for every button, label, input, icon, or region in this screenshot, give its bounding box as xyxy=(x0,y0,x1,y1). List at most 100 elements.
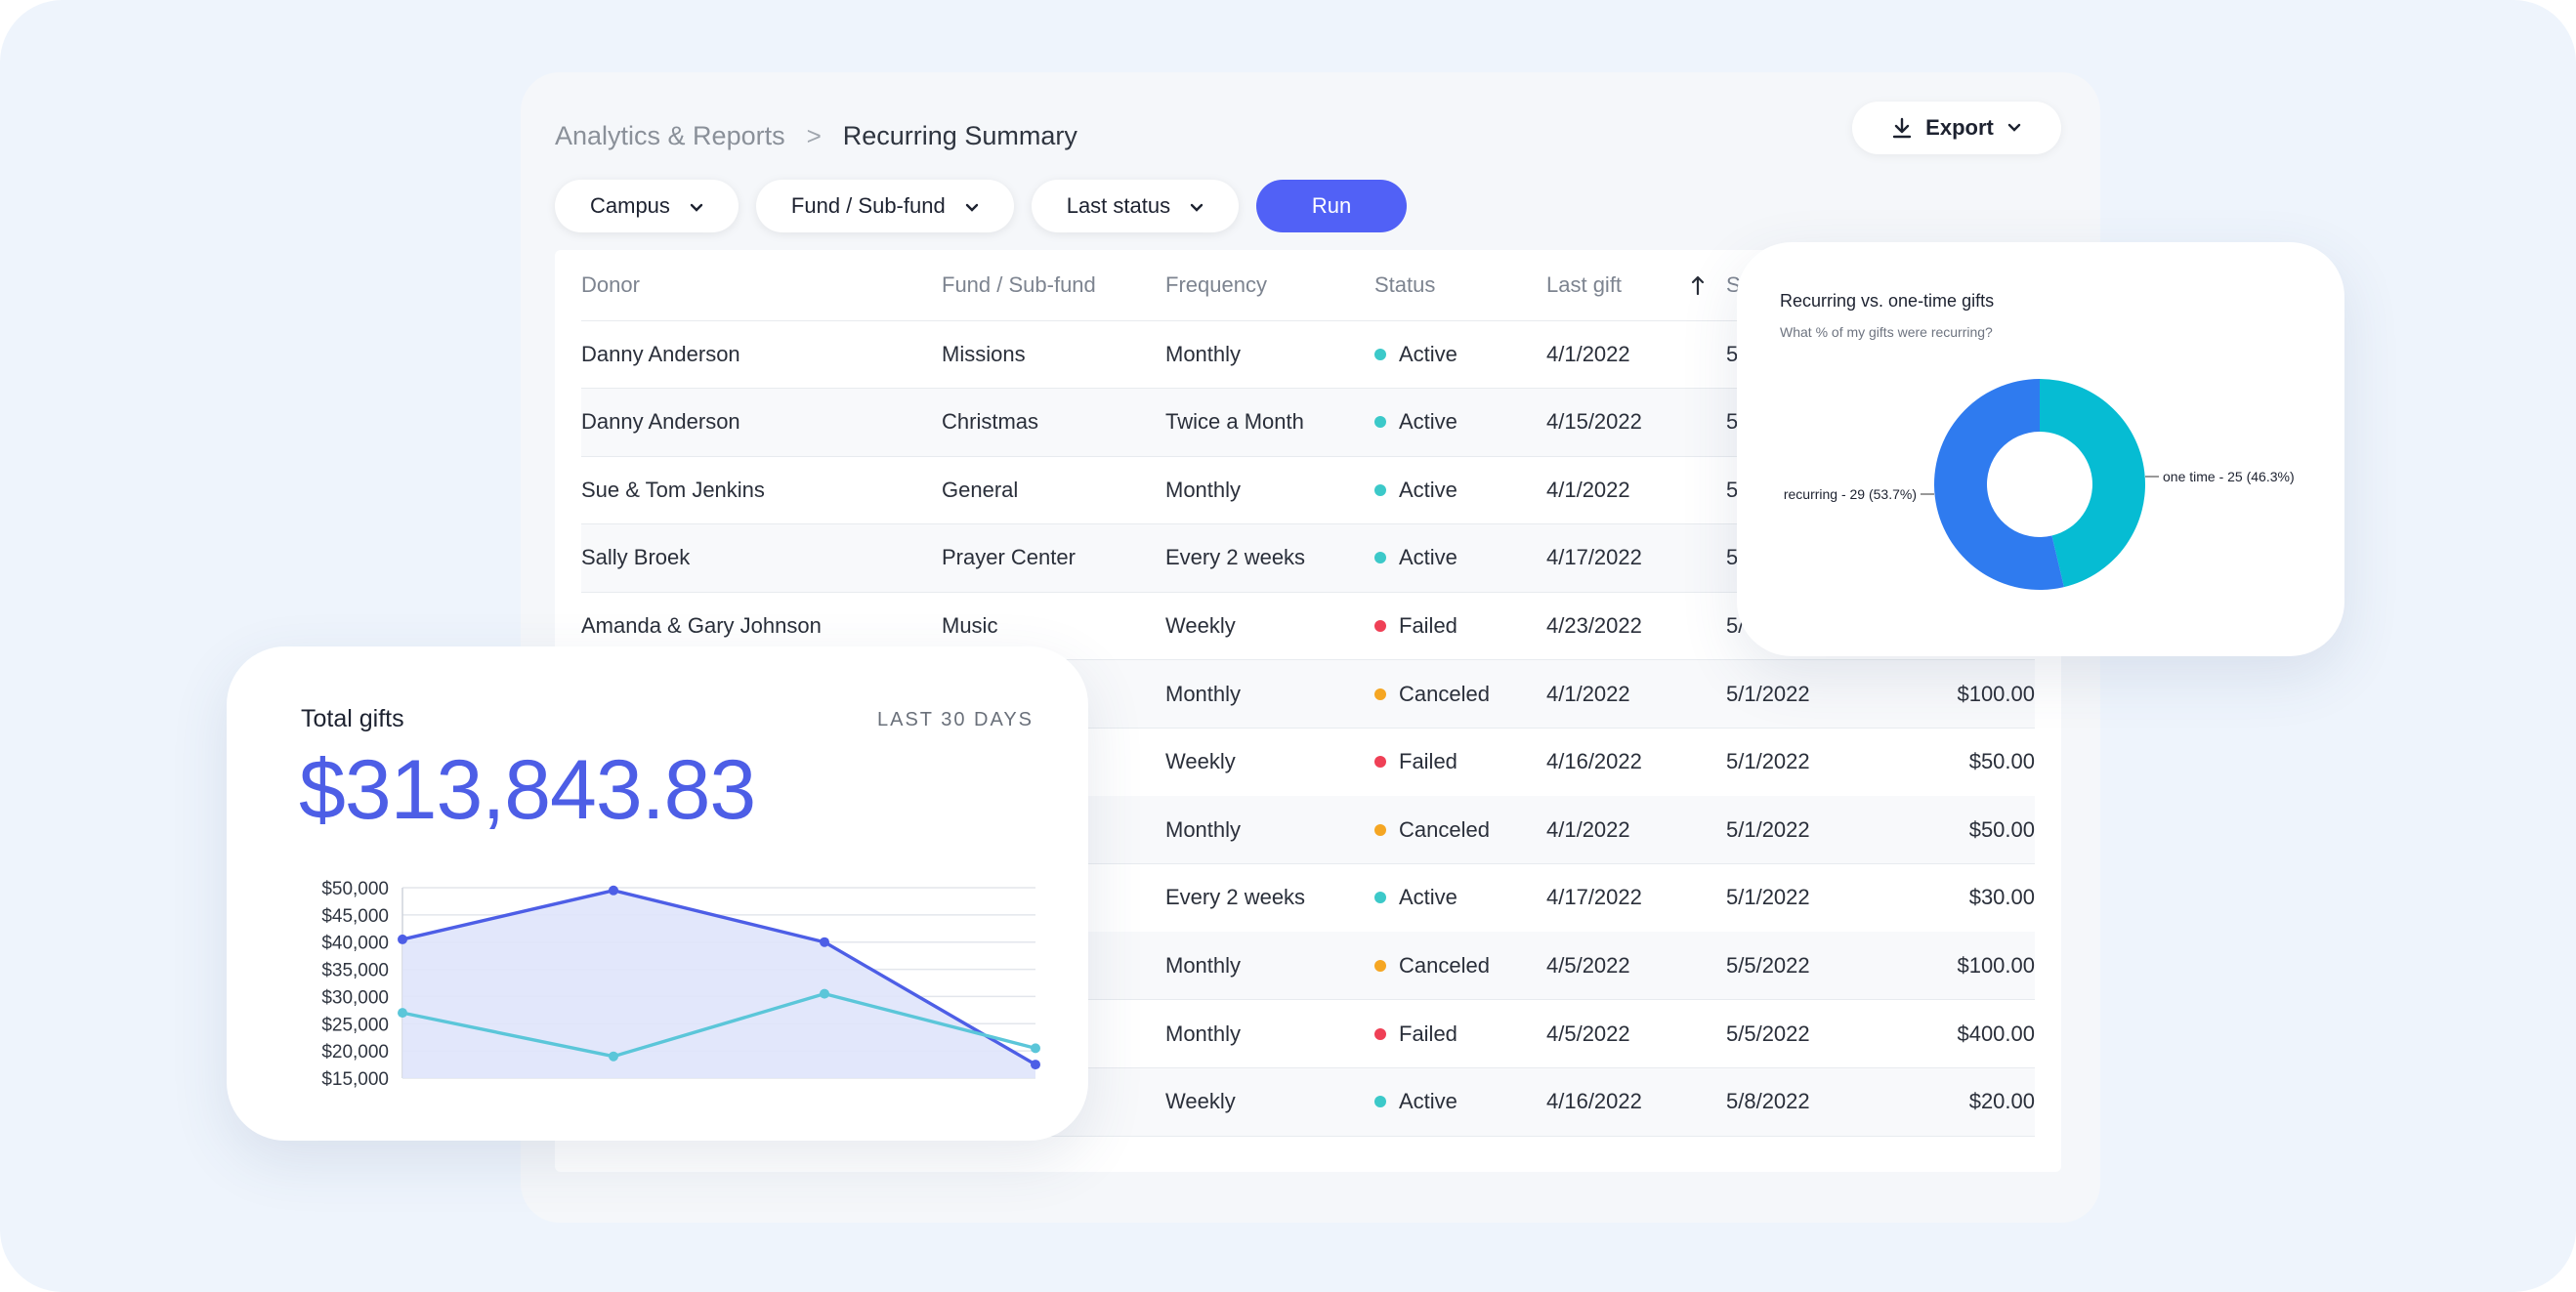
status-label: Canceled xyxy=(1399,952,1490,978)
y-tick-label: $30,000 xyxy=(321,987,389,1008)
filter-label: Campus xyxy=(590,193,670,218)
data-point xyxy=(609,885,618,896)
last-gift-cell: 4/23/2022 xyxy=(1546,612,1642,638)
gifts-period: LAST 30 DAYS xyxy=(877,709,1034,730)
pie-title: Recurring vs. one-time gifts xyxy=(1780,291,1995,311)
series-area xyxy=(402,890,1035,1078)
next-gift-cell: 5/1/2022 xyxy=(1726,816,1810,842)
fund-filter-dropdown[interactable]: Fund / Sub-fund xyxy=(755,180,1014,232)
table-row[interactable]: Every 2 weeks Active 4/17/2022 5/1/2022 $30.… xyxy=(581,864,2035,933)
y-tick-label: $40,000 xyxy=(321,934,389,954)
arrow-up-icon[interactable] xyxy=(1690,250,1706,320)
table-row[interactable]: Danny Anderson Missions Monthly Active 4/1/2… xyxy=(581,320,2035,389)
slice-label: one time - 25 (46.3%) xyxy=(2163,469,2295,484)
status-cell: Failed xyxy=(1374,1000,1457,1067)
donut-chart: one time - 25 (46.3%) recurring - 29 (53.… xyxy=(1784,379,2295,590)
status-label: Active xyxy=(1399,409,1457,435)
export-label: Export xyxy=(1925,115,1994,140)
frequency-cell: Monthly xyxy=(1165,341,1242,366)
fund-cell: Music xyxy=(942,612,998,638)
status-cell: Active xyxy=(1374,456,1457,523)
amount-cell: $100.00 xyxy=(1957,952,2035,978)
donor-cell: Danny Anderson xyxy=(581,341,740,366)
status-dot-icon xyxy=(1374,1027,1386,1040)
frequency-cell: Weekly xyxy=(1165,1089,1236,1114)
status-cell: Canceled xyxy=(1374,796,1490,863)
table-row[interactable]: Weekly Failed 4/16/2022 5/1/2022 $50.00 xyxy=(581,729,2035,797)
next-gift-cell: 5/1/2022 xyxy=(1726,885,1810,910)
status-cell: Active xyxy=(1374,320,1457,388)
amount-cell: $100.00 xyxy=(1957,681,2035,706)
fund-cell: General xyxy=(942,477,1019,502)
next-gift-cell: 5 xyxy=(1726,409,1739,435)
last-gift-cell: 4/17/2022 xyxy=(1546,545,1642,570)
y-tick-label: $25,000 xyxy=(321,1015,389,1035)
status-cell: Failed xyxy=(1374,592,1457,659)
amount-cell: $20.00 xyxy=(1968,1089,2035,1114)
campus-filter-dropdown[interactable]: Campus xyxy=(555,180,739,232)
chevron-down-icon xyxy=(965,193,979,219)
last-gift-cell: 4/5/2022 xyxy=(1546,1021,1630,1046)
table-row[interactable]: Sue & Tom Jenkins General Monthly Active 4/1… xyxy=(581,456,2035,525)
amount-cell: $50.00 xyxy=(1968,749,2035,774)
status-label: Active xyxy=(1399,545,1457,570)
frequency-cell: Monthly xyxy=(1165,952,1242,978)
download-icon xyxy=(1892,117,1912,139)
data-point xyxy=(398,934,407,944)
next-gift-cell: 5/1/2022 xyxy=(1726,681,1810,706)
gifts-area-chart: $50,000 $45,000 $40,000 $35,000 $30,000 $25,0… xyxy=(321,879,1040,1090)
last-gift-cell: 4/16/2022 xyxy=(1546,749,1642,774)
frequency-cell: Every 2 weeks xyxy=(1165,885,1306,910)
status-dot-icon xyxy=(1374,552,1386,564)
chevron-down-icon xyxy=(2007,123,2021,133)
status-label: Active xyxy=(1399,341,1457,366)
status-label: Active xyxy=(1399,885,1457,910)
status-dot-icon xyxy=(1374,823,1386,836)
page-title: Recurring Summary xyxy=(842,120,1077,150)
table-row[interactable]: Monthly Failed 4/5/2022 5/5/2022 $400.00 xyxy=(581,1000,2035,1068)
header-fund[interactable]: Fund / Sub-fund xyxy=(942,272,1096,297)
header-donor[interactable]: Donor xyxy=(581,272,640,297)
next-gift-cell: 5 xyxy=(1726,545,1739,570)
run-button[interactable]: Run xyxy=(1256,180,1408,232)
total-gifts-card: Total gifts LAST 30 DAYS $313,843.83 $50… xyxy=(227,646,1088,1141)
status-dot-icon xyxy=(1374,688,1386,700)
status-cell: Failed xyxy=(1374,729,1457,796)
series-line xyxy=(401,991,1036,1059)
status-dot-icon xyxy=(1374,416,1386,429)
gifts-total: $313,843.83 xyxy=(299,743,756,837)
gifts-title: Total gifts xyxy=(301,705,404,732)
last-gift-cell: 4/5/2022 xyxy=(1546,952,1630,978)
status-label: Canceled xyxy=(1399,681,1490,706)
status-label: Failed xyxy=(1399,1021,1457,1046)
frequency-cell: Monthly xyxy=(1165,477,1242,502)
chevron-down-icon xyxy=(1190,193,1204,219)
next-gift-cell: 5/1/2022 xyxy=(1726,749,1810,774)
data-point xyxy=(1031,1060,1040,1070)
breadcrumb-parent-link[interactable]: Analytics & Reports xyxy=(555,120,785,150)
filter-label: Last status xyxy=(1066,193,1171,218)
next-gift-cell: 5 xyxy=(1726,477,1739,502)
pie-slice xyxy=(2040,379,2145,588)
status-cell: Active xyxy=(1374,524,1457,592)
frequency-cell: Twice a Month xyxy=(1165,409,1304,435)
frequency-cell: Monthly xyxy=(1165,681,1242,706)
pie-subtitle: What % of my gifts were recurring? xyxy=(1780,324,1993,340)
status-dot-icon xyxy=(1374,959,1386,972)
status-dot-icon xyxy=(1374,619,1386,632)
export-button[interactable]: Export xyxy=(1852,102,2061,154)
status-cell: Canceled xyxy=(1374,932,1490,999)
last-status-filter-dropdown[interactable]: Last status xyxy=(1031,180,1240,232)
table-row[interactable]: Amanda & Gary Johnson Music Weekly Failed 4/… xyxy=(581,592,2035,661)
next-gift-cell: 5 xyxy=(1726,341,1739,366)
next-gift-cell: 5/8/2022 xyxy=(1726,1089,1810,1114)
header-last-gift[interactable]: Last gift xyxy=(1546,272,1623,297)
header-frequency[interactable]: Frequency xyxy=(1165,272,1267,297)
status-dot-icon xyxy=(1374,756,1386,769)
header-status[interactable]: Status xyxy=(1374,272,1436,297)
chevron-down-icon xyxy=(690,193,703,219)
donor-cell: Sally Broek xyxy=(581,545,691,570)
status-label: Failed xyxy=(1399,749,1457,774)
frequency-cell: Monthly xyxy=(1165,1021,1242,1046)
